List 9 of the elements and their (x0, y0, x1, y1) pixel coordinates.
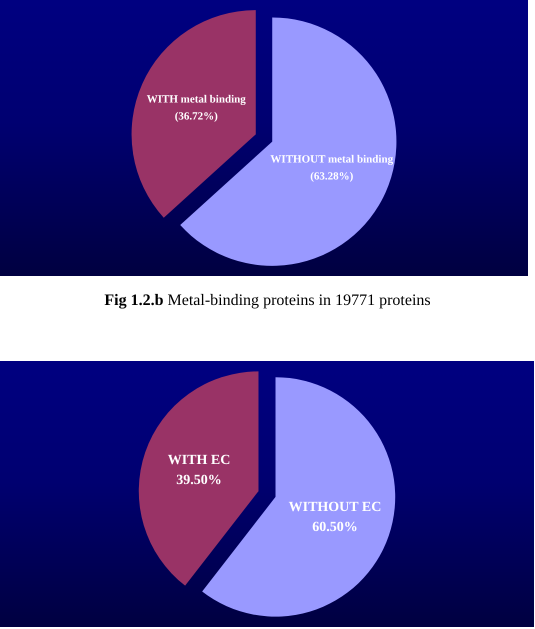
slice-label: WITHOUT EC (288, 500, 382, 515)
data-label: 60.50% (312, 520, 358, 535)
data-label: 39.50% (176, 473, 222, 488)
slice-label: WITH EC (168, 453, 230, 468)
slice-label: WITH metal binding (146, 93, 246, 106)
slice-label: WITHOUT metal binding (270, 154, 394, 166)
data-label: (63.28%) (310, 170, 354, 183)
data-label: (36.72%) (174, 110, 218, 122)
caption: Fig 1.2.b Metal-binding proteins in 19771 proteins (104, 292, 431, 309)
